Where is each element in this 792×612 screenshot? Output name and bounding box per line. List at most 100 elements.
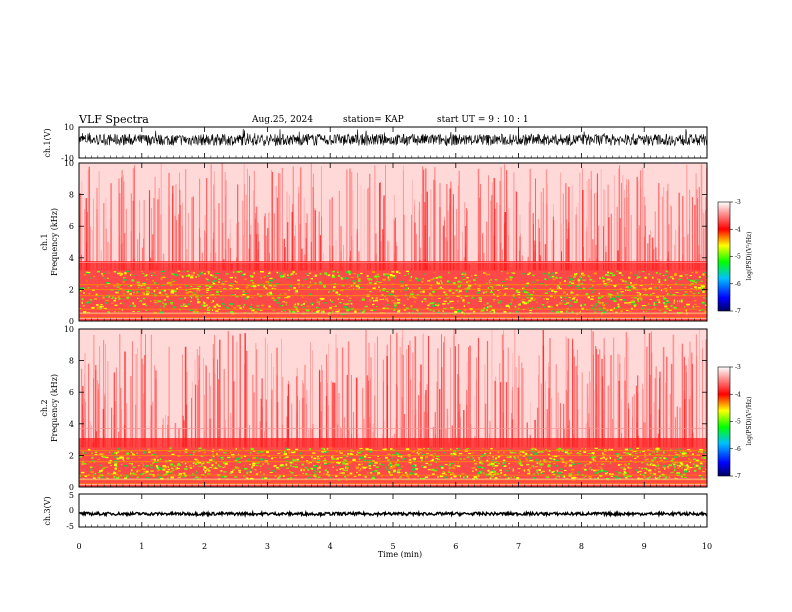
spectrogram-speckle	[563, 475, 566, 478]
spectrogram-speckle	[490, 291, 493, 294]
spectrogram-speckle	[119, 271, 122, 273]
spectrogram-speckle	[601, 309, 604, 311]
spectrogram-speckle	[462, 276, 464, 278]
spectrogram-speckle	[602, 452, 604, 455]
xtick-label: 6	[453, 542, 458, 551]
spectrogram-speckle	[273, 457, 277, 458]
spectrogram-speckle	[528, 299, 532, 302]
spectrogram-speckle	[699, 278, 701, 279]
spectrogram-speckle	[231, 294, 234, 296]
spectrogram-speckle	[474, 466, 476, 469]
spectrogram-speckle	[522, 455, 526, 457]
spectrogram-speckle	[389, 471, 391, 474]
spectrogram-speckle	[522, 309, 525, 311]
ytick-label: 4	[69, 254, 74, 263]
spectrogram-speckle	[497, 451, 500, 453]
spectrogram-speckle	[233, 287, 238, 289]
spectrogram-speckle	[476, 475, 479, 477]
spectrogram-speckle	[343, 459, 346, 461]
spectrogram-speckle	[148, 451, 151, 453]
spectrogram-speckle	[393, 276, 396, 279]
spectrogram-speckle	[593, 272, 597, 275]
spectrogram-speckle	[689, 459, 692, 461]
spectrogram-speckle	[544, 278, 546, 280]
spectrogram-speckle	[522, 301, 526, 304]
spectrogram-speckle	[491, 461, 494, 463]
spectrogram-speckle	[335, 291, 338, 293]
spectrogram-speckle	[441, 472, 445, 475]
spectrogram-speckle	[323, 285, 326, 287]
spectrogram-speckle	[691, 272, 694, 273]
spectrogram-speckle	[499, 476, 502, 477]
spectrogram-speckle	[277, 453, 281, 454]
spectrogram-speckle	[320, 298, 324, 301]
spectrogram-speckle	[134, 472, 136, 475]
spectrogram-speckle	[249, 469, 251, 472]
spectrogram-speckle	[625, 477, 628, 479]
spectrogram-speckle	[197, 285, 201, 288]
spectrogram-speckle	[655, 478, 658, 480]
spectrogram-speckle	[170, 467, 174, 469]
spectrogram-speckle	[695, 279, 699, 281]
spectrogram-speckle	[386, 273, 390, 275]
spectrogram-speckle	[316, 461, 320, 463]
spectrogram-speckle	[628, 285, 631, 288]
spectrogram-speckle	[566, 302, 570, 304]
spectrogram-speckle	[411, 450, 416, 453]
spectrogram-speckle	[105, 282, 109, 284]
spectrogram-speckle	[598, 449, 602, 450]
spectrogram-speckle	[684, 464, 688, 467]
spectrogram-speckle	[627, 286, 629, 289]
spectrogram-speckle	[532, 274, 535, 277]
spectrogram-speckle	[335, 450, 338, 453]
spectrogram-speckle	[664, 457, 668, 460]
spectrogram-speckle	[367, 457, 371, 458]
spectrogram-speckle	[530, 307, 533, 309]
spectrogram-speckle	[83, 292, 85, 294]
spectrogram-speckle	[345, 459, 347, 462]
spectrogram-speckle	[159, 458, 162, 461]
spectrogram-speckle	[372, 474, 375, 478]
spectrogram-speckle	[683, 453, 687, 455]
spectrogram-speckle	[397, 455, 401, 457]
spectrogram-speckle	[162, 276, 166, 278]
spectrogram-speckle	[687, 449, 691, 451]
spectrogram-speckle	[539, 308, 541, 310]
spectrogram-speckle	[536, 279, 539, 281]
spectrogram-speckle	[617, 458, 620, 460]
spectrogram-speckle	[586, 309, 588, 311]
spectrogram-speckle	[511, 272, 513, 274]
spectrogram-speckle	[299, 468, 303, 469]
spectrogram-speckle	[648, 288, 652, 290]
spectrogram-speckle	[474, 463, 478, 465]
spectrogram-speckle	[609, 462, 612, 464]
spectrogram-speckle	[674, 273, 677, 276]
spectrogram-speckle	[526, 282, 530, 285]
spectrogram-speckle	[327, 274, 330, 277]
spectrogram-speckle	[570, 451, 573, 454]
spectrogram-speckle	[635, 287, 637, 289]
spectrogram-speckle	[492, 298, 496, 300]
spectrogram-speckle	[387, 469, 390, 471]
spectrogram-speckle	[318, 459, 321, 461]
spectrogram-speckle	[597, 296, 601, 299]
spectrogram-speckle	[251, 309, 255, 311]
spectrogram-speckle	[102, 297, 105, 299]
spectrogram-speckle	[150, 470, 154, 472]
spectrogram-speckle	[239, 456, 241, 460]
spectrogram-speckle	[645, 305, 647, 307]
spectrogram-speckle	[171, 303, 173, 305]
spectrogram-speckle	[142, 468, 146, 470]
spectrogram-speckle	[646, 468, 648, 471]
spectrogram-speckle	[531, 459, 534, 461]
spectrogram-speckle	[189, 309, 193, 311]
spectrogram-speckle	[417, 310, 419, 312]
spectrogram-speckle	[433, 301, 436, 303]
spectrogram-speckle	[483, 307, 485, 310]
spectrogram-speckle	[332, 289, 335, 292]
spectrogram-speckle	[598, 470, 601, 472]
spectrogram-speckle	[81, 301, 83, 304]
spectrogram-speckle	[444, 472, 446, 475]
spectrogram-speckle	[596, 464, 598, 465]
spectrogram-speckle	[463, 477, 466, 479]
